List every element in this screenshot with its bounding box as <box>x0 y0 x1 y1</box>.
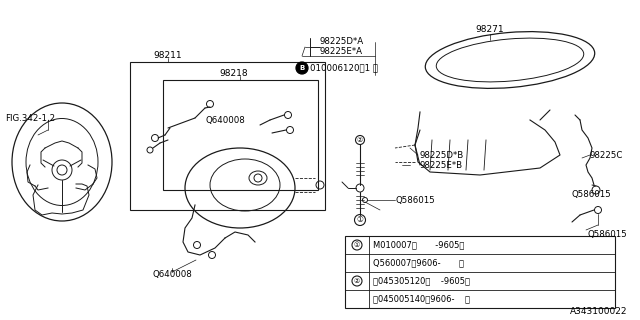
Text: 010006120（1 ）: 010006120（1 ） <box>310 63 378 73</box>
Text: Q560007（9606-       ）: Q560007（9606- ） <box>373 259 464 268</box>
Bar <box>345 236 615 308</box>
Bar <box>130 62 325 210</box>
Text: 98225D*B: 98225D*B <box>420 150 464 159</box>
Text: ①: ① <box>354 242 360 248</box>
Text: ②: ② <box>354 278 360 284</box>
Text: 98211: 98211 <box>154 52 182 60</box>
Text: M010007（       -9605）: M010007（ -9605） <box>373 241 465 250</box>
Text: 98271: 98271 <box>476 26 504 35</box>
Text: Q586015: Q586015 <box>572 190 612 199</box>
Text: B: B <box>300 65 305 71</box>
Text: Q586015: Q586015 <box>395 196 435 204</box>
Text: 98218: 98218 <box>220 69 248 78</box>
Bar <box>163 80 318 190</box>
Text: ②: ② <box>357 137 363 143</box>
Text: Ⓢ045005140（9606-    ）: Ⓢ045005140（9606- ） <box>373 294 470 303</box>
Circle shape <box>296 62 308 74</box>
Text: 98225E*A: 98225E*A <box>320 47 363 57</box>
Text: ①: ① <box>356 215 364 225</box>
Text: Q586015: Q586015 <box>587 230 627 239</box>
Text: 98225D*A: 98225D*A <box>320 37 364 46</box>
Text: 98225C: 98225C <box>590 150 623 159</box>
Text: FIG.342-1,2: FIG.342-1,2 <box>5 114 55 123</box>
Text: Q640008: Q640008 <box>152 270 192 279</box>
Text: Q640008: Q640008 <box>205 116 244 124</box>
Text: A343100022: A343100022 <box>570 308 627 316</box>
Text: 98225E*B: 98225E*B <box>420 161 463 170</box>
Text: Ⓢ045305120（    -9605）: Ⓢ045305120（ -9605） <box>373 276 470 285</box>
